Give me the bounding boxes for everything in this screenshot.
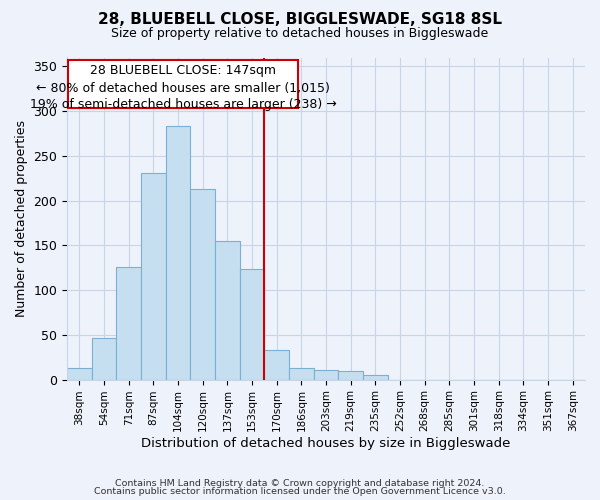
Bar <box>166 126 190 380</box>
Bar <box>265 350 289 380</box>
Text: Contains HM Land Registry data © Crown copyright and database right 2024.: Contains HM Land Registry data © Crown c… <box>115 478 485 488</box>
Text: Size of property relative to detached houses in Biggleswade: Size of property relative to detached ho… <box>112 28 488 40</box>
Bar <box>190 189 215 380</box>
Bar <box>363 375 388 380</box>
FancyBboxPatch shape <box>68 60 298 108</box>
Bar <box>67 368 92 380</box>
Bar <box>314 370 338 380</box>
Bar <box>338 370 363 380</box>
Bar <box>289 368 314 380</box>
X-axis label: Distribution of detached houses by size in Biggleswade: Distribution of detached houses by size … <box>142 437 511 450</box>
Text: 19% of semi-detached houses are larger (238) →: 19% of semi-detached houses are larger (… <box>29 98 337 110</box>
Text: Contains public sector information licensed under the Open Government Licence v3: Contains public sector information licen… <box>94 487 506 496</box>
Bar <box>141 173 166 380</box>
Y-axis label: Number of detached properties: Number of detached properties <box>15 120 28 317</box>
Bar <box>92 338 116 380</box>
Bar <box>215 241 240 380</box>
Text: ← 80% of detached houses are smaller (1,015): ← 80% of detached houses are smaller (1,… <box>36 82 330 94</box>
Text: 28 BLUEBELL CLOSE: 147sqm: 28 BLUEBELL CLOSE: 147sqm <box>90 64 276 77</box>
Text: 28, BLUEBELL CLOSE, BIGGLESWADE, SG18 8SL: 28, BLUEBELL CLOSE, BIGGLESWADE, SG18 8S… <box>98 12 502 28</box>
Bar <box>116 267 141 380</box>
Bar <box>240 268 265 380</box>
